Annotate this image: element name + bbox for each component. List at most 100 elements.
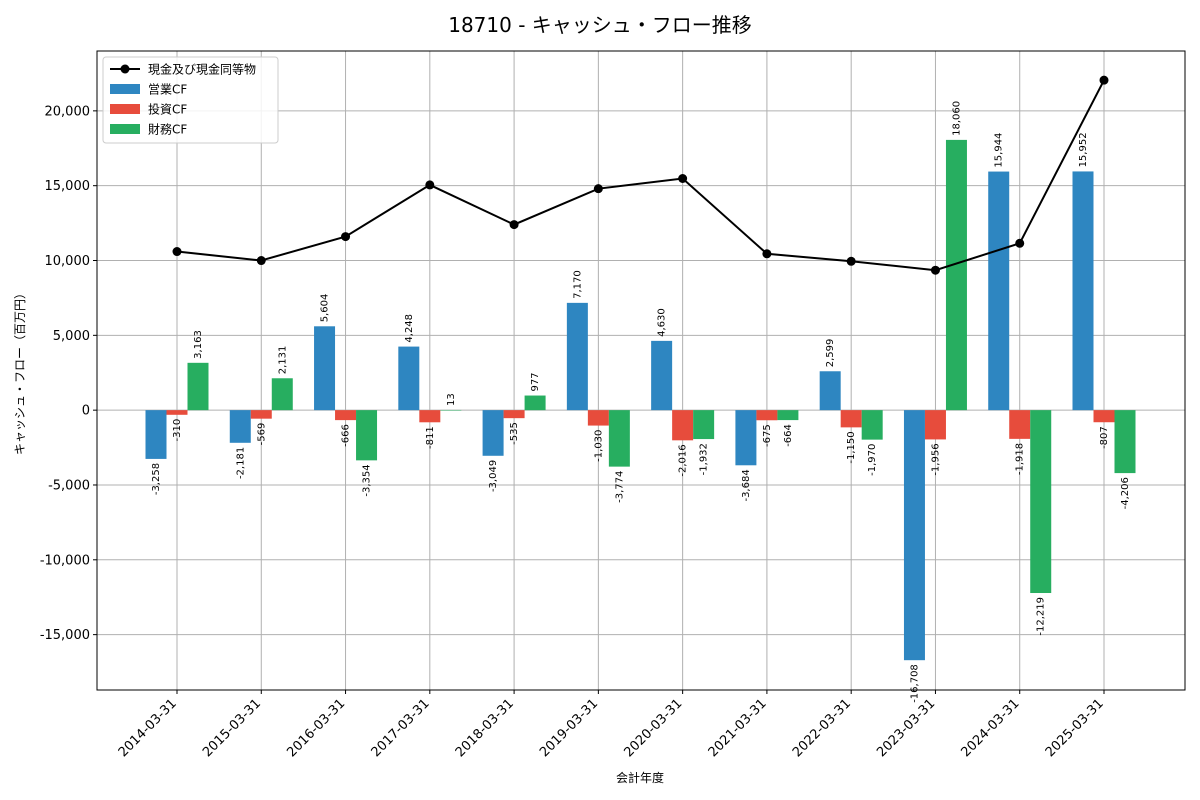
bar-0-0 <box>145 410 167 459</box>
bar-2-1 <box>271 378 293 411</box>
bar-value-label: -12,219 <box>1036 597 1047 636</box>
x-tick-label: 2021-03-31 <box>706 696 770 760</box>
bar-0-10 <box>988 171 1010 411</box>
bar-value-label: 3,163 <box>193 330 204 359</box>
bar-value-label: -1,918 <box>1015 443 1026 475</box>
bar-2-7 <box>777 410 799 421</box>
bar-value-label: 4,630 <box>657 308 668 337</box>
bar-1-2 <box>335 410 357 421</box>
cash-line-point <box>930 265 940 275</box>
bar-value-label: 5,604 <box>320 294 331 323</box>
legend-marker-swatch <box>120 64 130 74</box>
y-tick-label: 20,000 <box>45 104 91 119</box>
bar-value-label: 4,248 <box>404 314 415 343</box>
bar-value-label: -535 <box>509 422 520 445</box>
y-tick-label: -15,000 <box>40 628 90 643</box>
cash-line-point <box>846 256 856 266</box>
x-tick-label: 2024-03-31 <box>959 696 1023 760</box>
cash-line-point <box>1015 238 1025 248</box>
bar-2-4 <box>524 395 546 411</box>
bar-value-label: -811 <box>425 426 436 449</box>
bar-1-8 <box>840 410 862 428</box>
x-tick-label: 2016-03-31 <box>284 696 348 760</box>
cash-line <box>172 75 1109 275</box>
cash-line-point <box>593 184 603 194</box>
bar-2-9 <box>945 139 967 411</box>
bar-1-6 <box>672 410 694 441</box>
y-tick-label: 5,000 <box>53 329 90 344</box>
y-tick-label: 0 <box>82 404 90 419</box>
cash-line-point <box>425 180 435 190</box>
bar-0-6 <box>651 340 673 411</box>
bar-value-label: 15,944 <box>994 133 1005 168</box>
x-tick-label: 2020-03-31 <box>621 696 685 760</box>
bar-0-9 <box>903 410 925 661</box>
bar-value-label: -3,049 <box>488 460 499 492</box>
bar-2-5 <box>608 410 630 467</box>
cash-line-point <box>678 174 688 184</box>
bars <box>145 139 1136 661</box>
legend-bar-swatch <box>110 84 140 94</box>
bar-2-11 <box>1114 410 1136 474</box>
cash-line-path <box>176 79 1105 272</box>
bar-value-label: -16,708 <box>909 664 920 703</box>
bar-0-8 <box>819 371 841 411</box>
bar-value-label: -1,956 <box>930 443 941 475</box>
bar-value-label: -1,970 <box>867 444 878 476</box>
bar-value-label: -1,932 <box>699 443 710 475</box>
bar-value-label: -666 <box>341 424 352 447</box>
cash-line-point <box>509 220 519 230</box>
cash-line-point <box>762 249 772 259</box>
bar-1-4 <box>503 410 525 419</box>
y-tick-label: 10,000 <box>45 254 91 269</box>
x-tick-label: 2023-03-31 <box>874 696 938 760</box>
bar-value-label: -3,258 <box>151 463 162 495</box>
bar-0-4 <box>482 410 504 456</box>
bar-value-label: 2,599 <box>825 339 836 368</box>
x-tick-label: 2022-03-31 <box>790 696 854 760</box>
chart-title: 18710 - キャッシュ・フロー推移 <box>448 13 752 37</box>
y-tick-label: -10,000 <box>40 553 90 568</box>
bar-2-8 <box>861 410 883 440</box>
x-tick-label: 2015-03-31 <box>200 696 264 760</box>
bar-0-7 <box>735 410 757 466</box>
bar-2-3 <box>440 409 462 411</box>
x-tick-label: 2019-03-31 <box>537 696 601 760</box>
bar-value-label: -675 <box>762 424 773 447</box>
bar-value-label: 15,952 <box>1078 132 1089 167</box>
y-tick-label: -5,000 <box>48 478 90 493</box>
bar-value-label: -2,016 <box>678 444 689 476</box>
bar-value-label: -3,774 <box>614 471 625 503</box>
plot-frame <box>96 50 1186 691</box>
bar-value-label: 977 <box>530 372 541 391</box>
bar-value-label: -664 <box>783 424 794 447</box>
cash-line-point <box>172 247 182 257</box>
bar-value-label: -3,684 <box>741 469 752 501</box>
bar-value-label: 2,131 <box>277 346 288 375</box>
legend-bar-swatch <box>110 124 140 134</box>
bar-0-3 <box>398 346 420 411</box>
bar-0-1 <box>229 410 251 443</box>
bar-1-10 <box>1009 410 1031 439</box>
bar-value-label: -2,181 <box>235 447 246 479</box>
cash-line-point <box>256 256 266 266</box>
grid <box>97 51 1185 690</box>
bar-2-6 <box>693 410 715 440</box>
bar-2-0 <box>187 362 209 411</box>
y-axis-label: キャッシュ・フロー（百万円） <box>13 287 27 455</box>
bar-2-10 <box>1030 410 1052 594</box>
x-tick-label: 2018-03-31 <box>453 696 517 760</box>
cash-line-point <box>341 232 351 242</box>
legend-label: 財務CF <box>148 122 187 137</box>
bar-0-2 <box>314 326 336 411</box>
bar-value-label: 7,170 <box>572 270 583 299</box>
y-tick-label: 15,000 <box>45 179 91 194</box>
bar-1-7 <box>756 410 778 421</box>
legend-label: 営業CF <box>148 83 187 97</box>
cash-line-point <box>1099 75 1109 85</box>
bar-value-label: -1,030 <box>593 430 604 462</box>
bar-1-5 <box>587 410 609 426</box>
bar-labels: -3,258 -2,181 5,604 4,248 -3,049 7,170 4,630 -3… <box>151 101 1131 703</box>
